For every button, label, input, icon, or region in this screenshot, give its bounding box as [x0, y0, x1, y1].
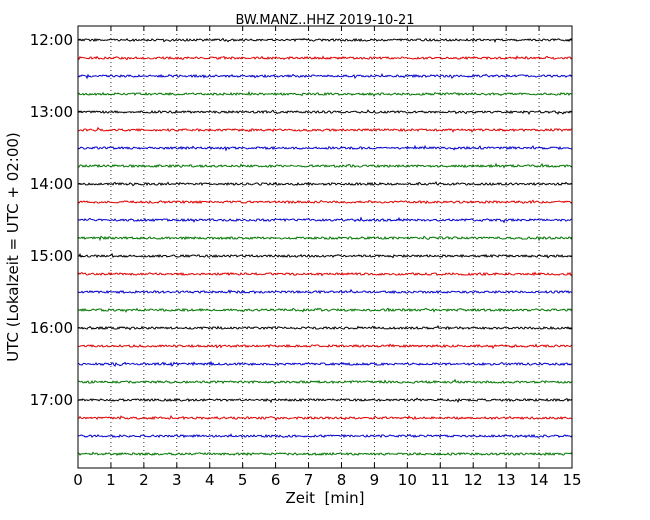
trace-1415 [77, 199, 573, 205]
y-tick-label: 16:00 [30, 319, 73, 337]
trace-1745 [77, 451, 573, 457]
trace-1230 [77, 73, 573, 80]
trace-1330 [77, 144, 573, 152]
x-tick-label: 3 [172, 471, 182, 489]
x-tick-label: 1 [106, 471, 116, 489]
chart-title: BW.MANZ..HHZ 2019-10-21 [235, 13, 414, 28]
x-tick-label: 15 [562, 471, 581, 489]
x-tick-label: 8 [337, 471, 347, 489]
y-axis-label: UTC (Lokalzeit = UTC + 02:00) [4, 132, 22, 362]
trace-1430 [77, 216, 573, 224]
x-tick-label: 7 [304, 471, 314, 489]
y-tick-label: 17:00 [30, 391, 73, 409]
x-tick-label: 11 [431, 471, 450, 489]
x-tick-label: 10 [398, 471, 417, 489]
trace-1400 [77, 181, 573, 187]
seismic-traces [77, 37, 573, 457]
x-tick-label: 13 [497, 471, 516, 489]
x-axis-label: Zeit [min] [285, 489, 364, 507]
trace-1600 [77, 324, 573, 331]
trace-1245 [77, 90, 573, 98]
trace-1715 [77, 414, 573, 422]
trace-1700 [77, 397, 573, 404]
trace-1445 [77, 235, 573, 242]
trace-1200 [77, 37, 573, 43]
x-tick-label: 0 [73, 471, 83, 489]
trace-1545 [77, 307, 573, 313]
x-tick-label: 2 [139, 471, 149, 489]
x-axis-ticks: 0 1 2 3 4 5 6 7 8 9 10 11 12 13 14 15 [73, 26, 582, 489]
trace-1515 [77, 271, 573, 277]
y-tick-label: 15:00 [30, 247, 73, 265]
x-tick-label: 6 [271, 471, 281, 489]
trace-1645 [77, 378, 573, 385]
trace-1630 [77, 360, 573, 367]
y-tick-label: 13:00 [30, 103, 73, 121]
trace-1730 [77, 433, 573, 439]
x-tick-label: 4 [205, 471, 215, 489]
trace-1345 [77, 162, 573, 169]
x-tick-label: 5 [238, 471, 248, 489]
trace-1615 [77, 343, 573, 350]
trace-1500 [77, 252, 573, 259]
y-axis-ticks: 12:00 13:00 14:00 15:00 16:00 17:00 [30, 31, 572, 409]
trace-1215 [77, 55, 573, 61]
trace-1300 [77, 109, 573, 115]
y-tick-label: 12:00 [30, 31, 73, 49]
x-tick-label: 14 [530, 471, 549, 489]
y-tick-label: 14:00 [30, 175, 73, 193]
x-tick-label: 9 [370, 471, 380, 489]
x-tick-label: 12 [464, 471, 483, 489]
trace-1530 [77, 288, 573, 295]
trace-1315 [77, 126, 573, 133]
minute-grid [110, 26, 540, 468]
plot-frame [77, 25, 573, 469]
